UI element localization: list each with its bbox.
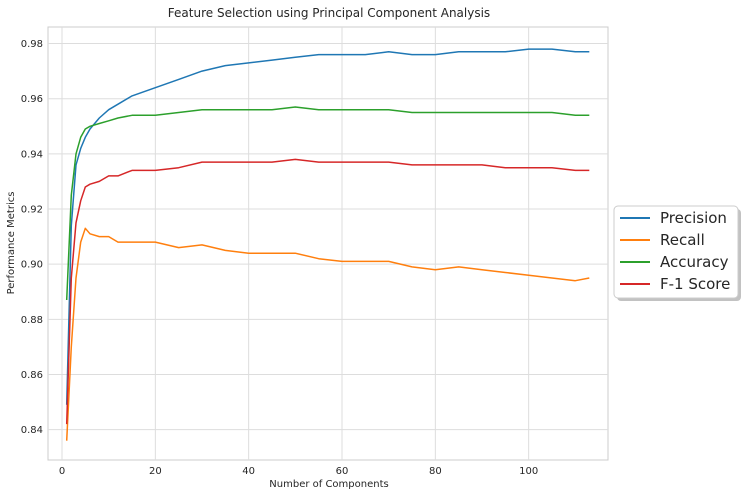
series-line-precision — [65, 48, 590, 405]
plot-area — [47, 26, 609, 461]
x-tick-label: 80 — [429, 466, 442, 477]
legend-label: Accuracy — [660, 253, 729, 271]
series-line-f-1-score — [65, 158, 590, 425]
x-tick-label: 100 — [519, 466, 538, 477]
x-tick-label: 60 — [336, 466, 349, 477]
x-tick-label: 0 — [59, 466, 65, 477]
series-line-accuracy — [65, 106, 590, 301]
y-tick-label: 0.98 — [21, 39, 43, 50]
y-axis-ticks: 0.84 0.86 0.88 0.90 0.92 0.94 0.96 0.98 — [21, 39, 43, 436]
series-lines — [65, 48, 590, 441]
grid — [48, 27, 608, 460]
x-axis-label: Number of Components — [269, 479, 388, 490]
y-tick-label: 0.84 — [21, 425, 43, 436]
series-line-recall — [65, 227, 590, 441]
legend-label: Recall — [660, 231, 705, 249]
legend-box — [613, 205, 739, 299]
y-tick-label: 0.94 — [21, 149, 43, 160]
chart-title: Feature Selection using Principal Compon… — [168, 6, 490, 20]
legend: Precision Recall Accuracy F-1 Score — [613, 205, 741, 301]
y-tick-label: 0.96 — [21, 94, 43, 105]
y-axis-label: Performance Metrics — [6, 192, 17, 295]
legend-label: F-1 Score — [660, 275, 730, 293]
y-tick-label: 0.90 — [21, 260, 43, 271]
x-axis-ticks: 0 20 40 60 80 100 — [59, 466, 538, 477]
legend-label: Precision — [660, 209, 727, 227]
x-tick-label: 40 — [242, 466, 255, 477]
y-tick-label: 0.92 — [21, 205, 43, 216]
y-tick-label: 0.88 — [21, 315, 43, 326]
x-tick-label: 20 — [149, 466, 162, 477]
y-tick-label: 0.86 — [21, 370, 43, 381]
